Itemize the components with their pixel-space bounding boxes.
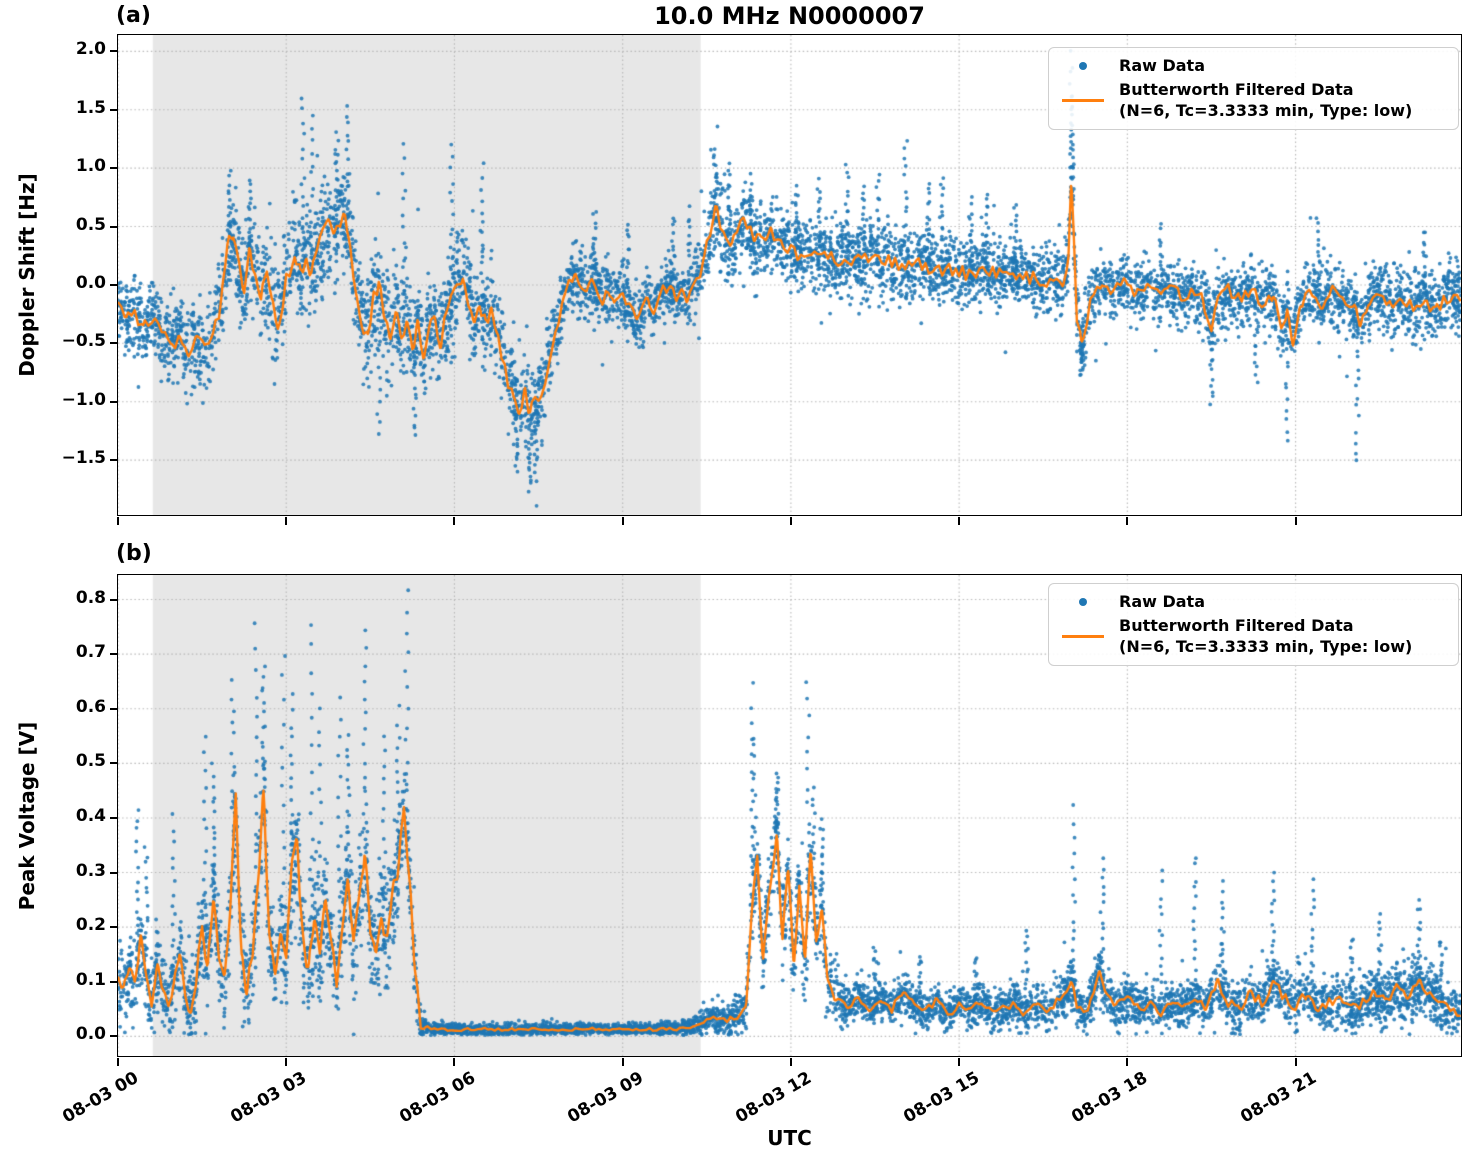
y-tick-label: 0.1 — [75, 969, 106, 990]
y-tick-mark — [110, 871, 118, 874]
x-axis-label: UTC — [767, 1126, 812, 1150]
x-tick-mark — [789, 517, 792, 525]
x-tick-mark — [1294, 517, 1297, 525]
y-tick-label: −0.5 — [61, 331, 106, 352]
x-tick-mark — [1126, 517, 1129, 525]
x-tick-mark — [958, 1058, 961, 1066]
y-tick-label: 0.0 — [75, 272, 106, 293]
raw-data-marker-icon — [1059, 61, 1107, 70]
y-tick-mark — [110, 459, 118, 462]
panel-b-tag: (b) — [116, 541, 152, 566]
y-tick-label: 0.2 — [75, 915, 106, 936]
legend-panel-a: Raw Data Butterworth Filtered Data (N=6, … — [1048, 47, 1459, 130]
y-tick-label: 0.5 — [75, 751, 106, 772]
y-tick-mark — [110, 707, 118, 710]
y-tick-mark — [110, 762, 118, 765]
x-tick-label: 08-03 00 — [59, 1068, 142, 1128]
legend-filtered-label: Butterworth Filtered Data (N=6, Tc=3.3333… — [1119, 616, 1413, 656]
y-tick-label: 0.3 — [75, 860, 106, 881]
y-tick-mark — [110, 108, 118, 111]
x-tick-mark — [789, 1058, 792, 1066]
legend-panel-b: Raw Data Butterworth Filtered Data (N=6, … — [1048, 583, 1459, 666]
x-tick-mark — [453, 1058, 456, 1066]
x-tick-mark — [117, 517, 119, 525]
y-tick-mark — [110, 816, 118, 819]
x-tick-mark — [958, 517, 961, 525]
y-tick-label: 1.5 — [75, 97, 106, 118]
panel-a-tag: (a) — [116, 3, 151, 28]
x-tick-mark — [453, 517, 456, 525]
x-tick-mark — [285, 517, 288, 525]
y-tick-mark — [110, 167, 118, 170]
raw-data-marker-icon — [1059, 597, 1107, 606]
legend-raw-label: Raw Data — [1119, 56, 1205, 75]
y-tick-mark — [110, 283, 118, 286]
chart-title: 10.0 MHz N0000007 — [654, 2, 925, 30]
x-tick-label: 08-03 12 — [732, 1068, 815, 1128]
legend-entry-raw: Raw Data — [1059, 55, 1448, 76]
legend-entry-raw: Raw Data — [1059, 591, 1448, 612]
y-tick-mark — [110, 653, 118, 656]
legend-raw-label: Raw Data — [1119, 592, 1205, 611]
y-tick-label: 0.6 — [75, 696, 106, 717]
legend-filtered-label: Butterworth Filtered Data (N=6, Tc=3.3333… — [1119, 80, 1413, 120]
legend-entry-filtered: Butterworth Filtered Data (N=6, Tc=3.3333… — [1059, 79, 1448, 121]
y-tick-label: 2.0 — [75, 39, 106, 60]
y-tick-mark — [110, 980, 118, 983]
y-tick-label: 1.0 — [75, 156, 106, 177]
y-tick-mark — [110, 50, 118, 53]
x-tick-label: 08-03 03 — [227, 1068, 311, 1128]
filtered-line-marker-icon — [1059, 98, 1107, 102]
y-tick-label: 0.7 — [75, 642, 106, 663]
y-tick-label: 0.0 — [75, 1024, 106, 1045]
filtered-line-marker-icon — [1059, 634, 1107, 638]
x-tick-mark — [285, 1058, 288, 1066]
x-tick-mark — [1126, 1058, 1129, 1066]
panel-a-ylabel: Doppler Shift [Hz] — [15, 173, 39, 377]
y-tick-mark — [110, 598, 118, 601]
x-tick-label: 08-03 15 — [900, 1068, 984, 1128]
y-tick-mark — [110, 342, 118, 345]
y-tick-label: 0.8 — [75, 587, 106, 608]
y-tick-mark — [110, 926, 118, 929]
y-tick-label: 0.4 — [75, 805, 106, 826]
y-tick-label: −1.5 — [61, 448, 106, 469]
x-tick-label: 08-03 18 — [1068, 1068, 1152, 1128]
y-tick-mark — [110, 400, 118, 403]
panel-b-ylabel: Peak Voltage [V] — [15, 721, 39, 911]
x-tick-label: 08-03 06 — [395, 1068, 479, 1128]
x-tick-label: 08-03 09 — [563, 1068, 647, 1128]
x-tick-label: 08-03 21 — [1236, 1068, 1320, 1128]
x-tick-mark — [1294, 1058, 1297, 1066]
legend-entry-filtered: Butterworth Filtered Data (N=6, Tc=3.3333… — [1059, 615, 1448, 657]
x-tick-mark — [117, 1058, 119, 1066]
y-tick-mark — [110, 225, 118, 228]
y-tick-label: 0.5 — [75, 214, 106, 235]
y-tick-label: −1.0 — [61, 389, 106, 410]
y-tick-mark — [110, 1035, 118, 1038]
x-tick-mark — [621, 517, 624, 525]
x-tick-mark — [621, 1058, 624, 1066]
